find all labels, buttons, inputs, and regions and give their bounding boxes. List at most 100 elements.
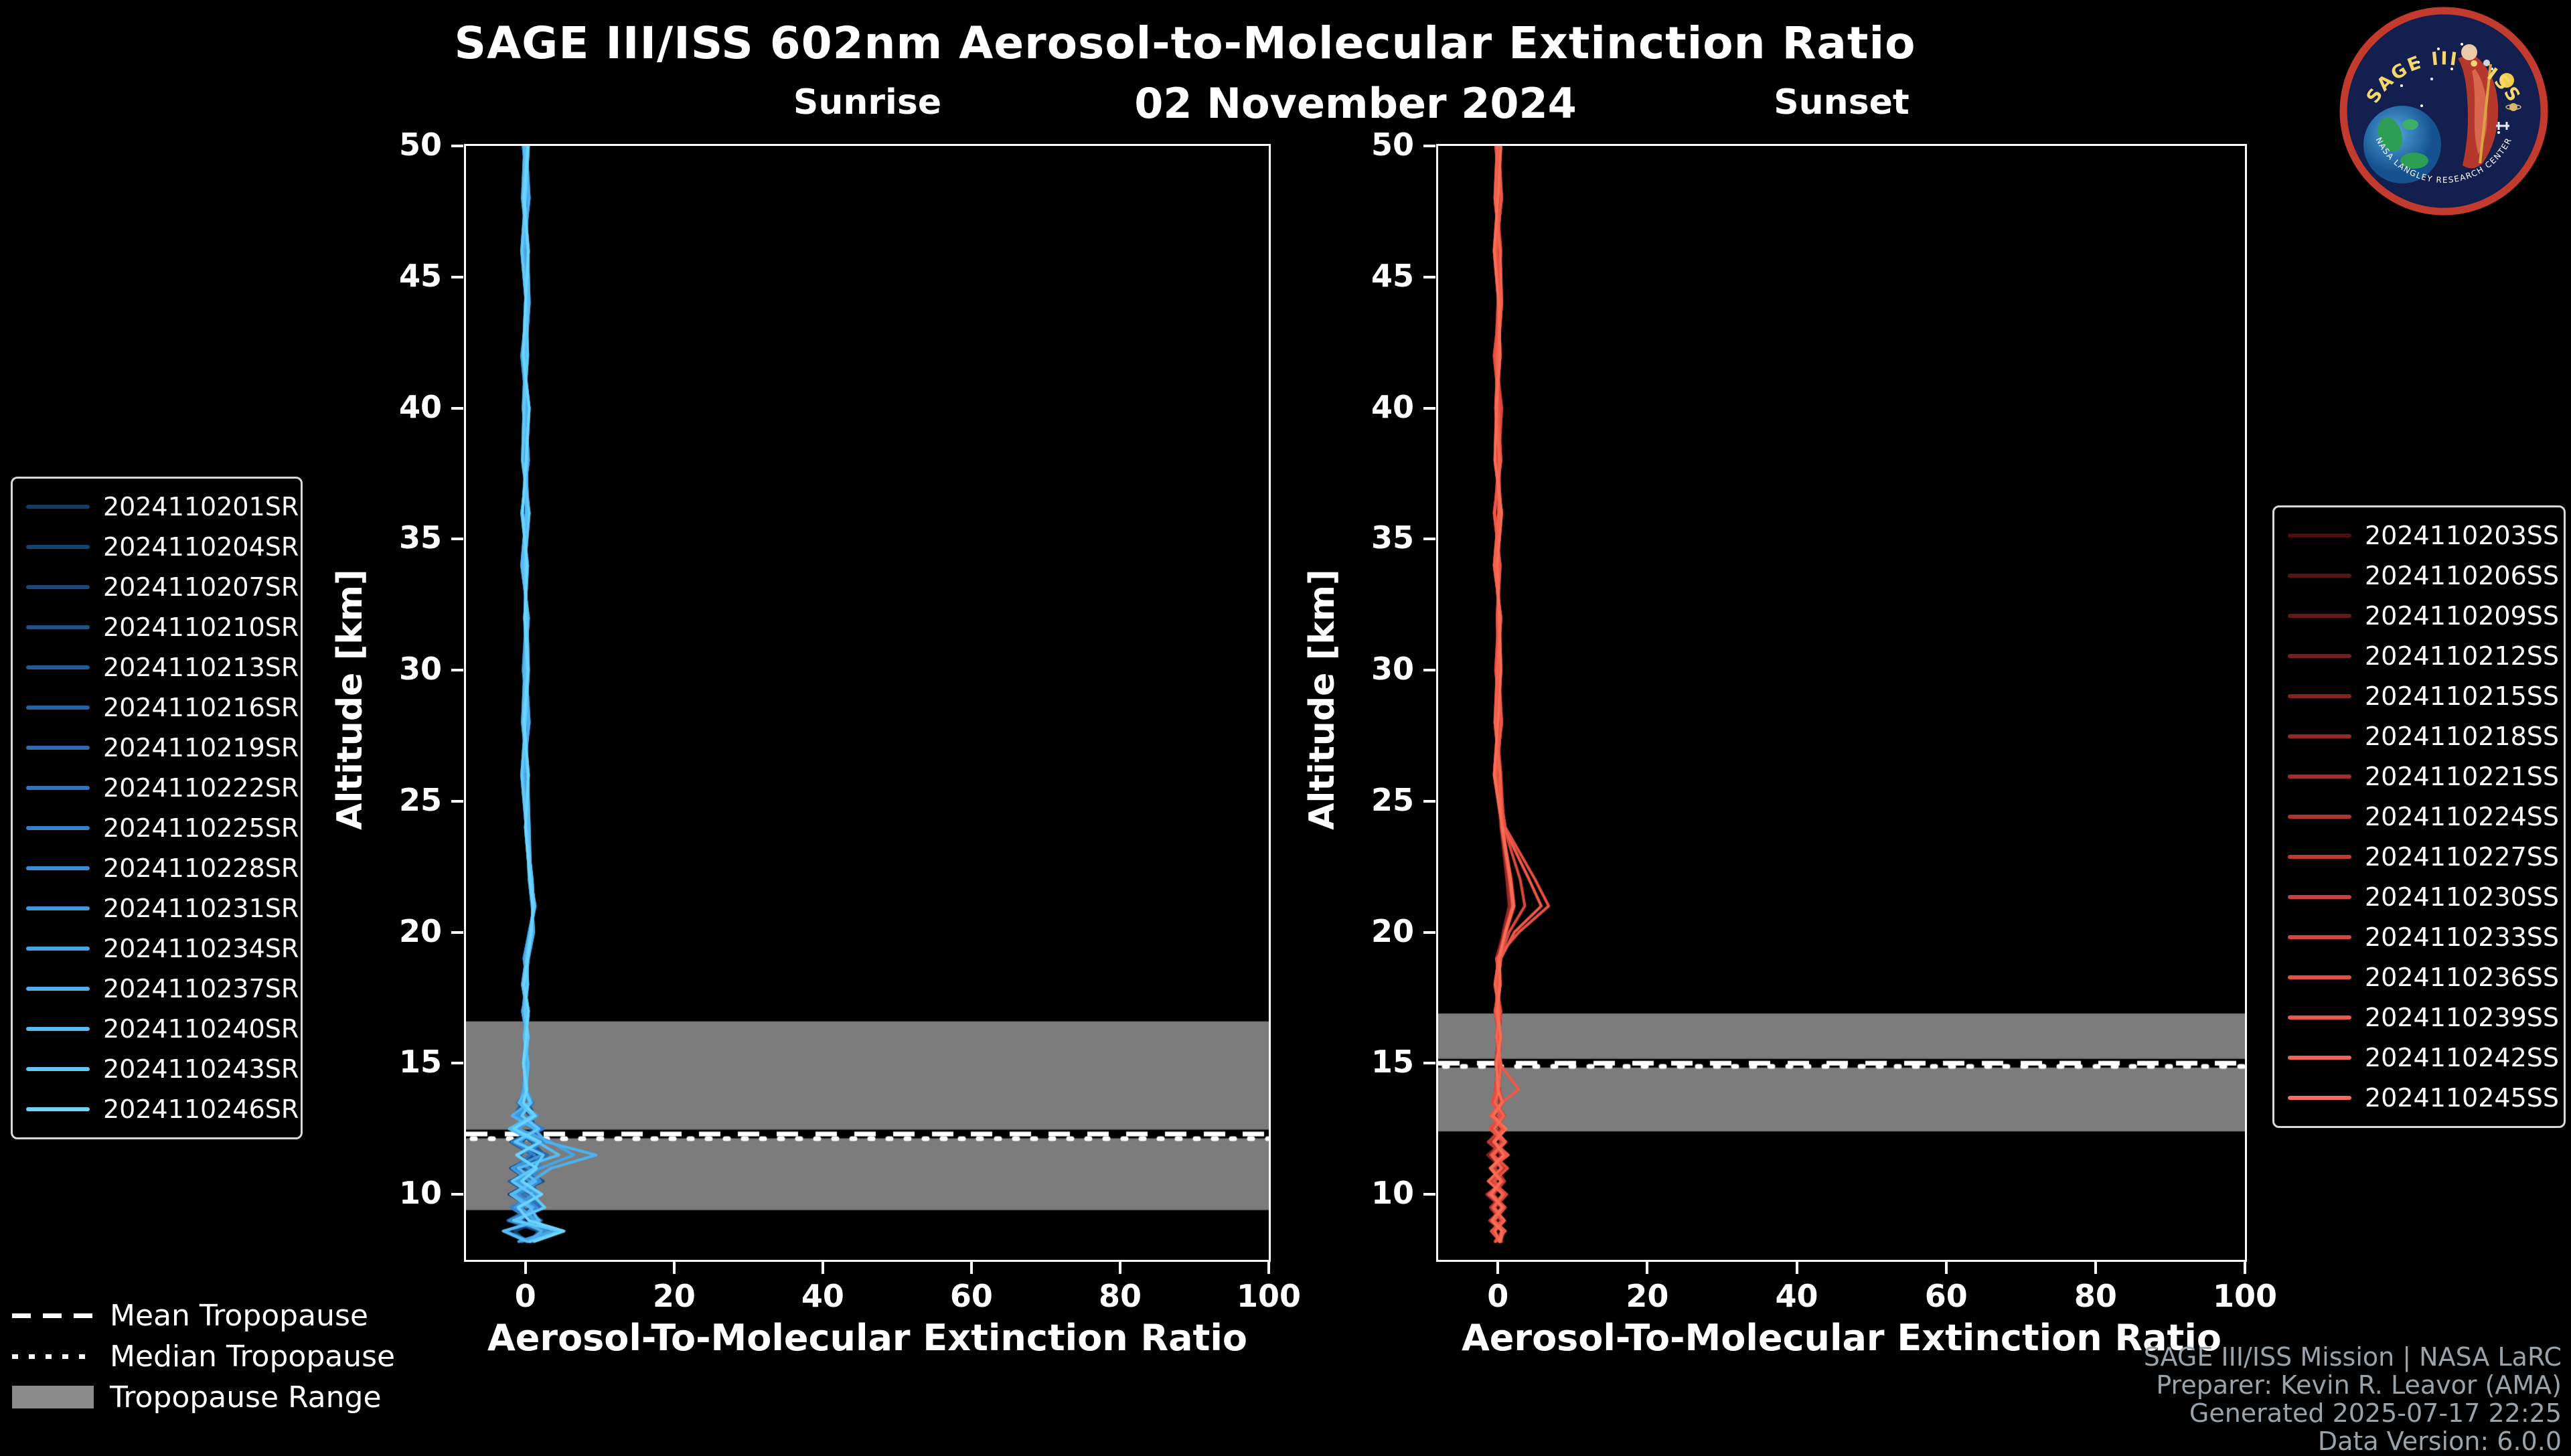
legend-item: 2024110234SR	[13, 928, 301, 969]
legend-line-swatch	[26, 545, 90, 549]
tropopause-range-legend-item: Tropopause Range	[12, 1380, 395, 1414]
y-tick-label: 10	[398, 1175, 442, 1212]
legend-item: 2024110207SR	[13, 567, 301, 607]
dotted-line-swatch	[12, 1354, 94, 1359]
y-tick-label: 50	[1371, 127, 1414, 163]
legend-line-swatch	[26, 866, 90, 870]
gray-band-swatch	[12, 1386, 94, 1408]
y-tick-label: 35	[398, 519, 442, 556]
x-tick-label: 100	[1236, 1278, 1302, 1314]
legend-item: 2024110246SR	[13, 1089, 301, 1129]
median-tropopause-label: Median Tropopause	[110, 1339, 396, 1374]
y-tick-mark	[1423, 275, 1435, 278]
y-tick-label: 35	[1371, 519, 1414, 556]
legend-item: 2024110243SR	[13, 1049, 301, 1089]
legend-event-label: 2024110233SS	[2365, 922, 2560, 952]
y-tick-mark	[451, 669, 463, 672]
legend-line-swatch	[2288, 654, 2351, 658]
y-tick-mark	[1423, 1062, 1435, 1065]
x-tick-mark	[1795, 1262, 1798, 1274]
legend-event-label: 2024110210SR	[103, 613, 299, 642]
legend-item: 2024110242SS	[2274, 1038, 2564, 1078]
sunset-events-legend: 2024110203SS 2024110206SS 2024110209SS 2024…	[2272, 505, 2566, 1128]
y-tick-mark	[451, 1193, 463, 1196]
mean-tropopause-legend-item: Mean Tropopause	[12, 1299, 395, 1333]
legend-line-swatch	[26, 1107, 90, 1111]
x-tick-mark	[821, 1262, 824, 1274]
legend-event-label: 2024110228SR	[103, 854, 299, 883]
iss-icon	[2496, 122, 2509, 130]
x-tick-label: 80	[1098, 1278, 1142, 1314]
legend-event-label: 2024110209SS	[2365, 601, 2560, 631]
sunset-profiles-canvas	[1438, 146, 2245, 1260]
legend-line-swatch	[26, 906, 90, 910]
legend-event-label: 2024110225SR	[103, 813, 299, 843]
sunrise-plot-area: 0 20 40 60 80 100 10 15 20 25 30 35 40 45 50	[399, 127, 1301, 1314]
x-tick-mark	[1646, 1262, 1649, 1274]
legend-item: 2024110230SS	[2274, 877, 2564, 917]
sunrise-profiles-canvas	[466, 146, 1269, 1260]
legend-line-swatch	[26, 625, 90, 629]
credits: SAGE III/ISS Mission | NASA LaRC Prepare…	[2144, 1343, 2562, 1455]
x-tick-label: 60	[949, 1278, 993, 1314]
legend-item: 2024110216SR	[13, 687, 301, 728]
legend-event-label: 2024110203SS	[2365, 521, 2560, 550]
x-tick-mark	[1118, 1262, 1121, 1274]
y-tick-label: 25	[398, 781, 442, 818]
legend-item: 2024110213SR	[13, 647, 301, 687]
legend-line-swatch	[2288, 975, 2351, 979]
y-tick-label: 30	[398, 651, 442, 687]
legend-event-label: 2024110215SS	[2365, 681, 2560, 711]
y-tick-mark	[1423, 406, 1435, 410]
legend-event-label: 2024110246SR	[103, 1095, 299, 1124]
y-tick-label: 30	[1371, 651, 1414, 687]
x-tick-label: 20	[1626, 1278, 1669, 1314]
legend-event-label: 2024110216SR	[103, 693, 299, 722]
y-tick-mark	[451, 538, 463, 541]
y-tick-mark	[451, 1062, 463, 1065]
legend-line-swatch	[26, 786, 90, 790]
median-tropopause-legend-item: Median Tropopause	[12, 1339, 396, 1374]
sunset-panel: Sunset Altitude [km] 0 20 40 60 80 100 10 15 20 2…	[1302, 82, 2277, 1359]
y-tick-mark	[451, 931, 463, 934]
legend-line-swatch	[2288, 1056, 2351, 1060]
legend-item: 2024110236SS	[2274, 957, 2564, 997]
legend-line-swatch	[26, 1027, 90, 1031]
legend-item: 2024110239SS	[2274, 997, 2564, 1038]
legend-line-swatch	[2288, 1096, 2351, 1100]
x-tick-mark	[672, 1262, 676, 1274]
x-tick-mark	[2094, 1262, 2097, 1274]
sunrise-events-legend: 2024110201SR 2024110204SR 2024110207SR 2024…	[11, 477, 303, 1139]
page-title: SAGE III/ISS 602nm Aerosol-to-Molecular …	[454, 17, 1916, 69]
y-tick-label: 20	[398, 912, 442, 949]
legend-event-label: 2024110219SR	[103, 733, 299, 762]
y-tick-mark	[451, 145, 463, 147]
legend-item: 2024110203SS	[2274, 515, 2564, 556]
legend-event-label: 2024110245SS	[2365, 1083, 2560, 1113]
x-tick-label: 40	[801, 1278, 844, 1314]
y-tick-mark	[1423, 1193, 1435, 1196]
legend-event-label: 2024110212SS	[2365, 641, 2560, 671]
y-tick-label: 25	[1371, 781, 1414, 818]
legend-line-swatch	[26, 706, 90, 710]
legend-line-swatch	[26, 746, 90, 750]
legend-line-swatch	[2288, 895, 2351, 899]
sage-figure-icon	[2458, 44, 2499, 169]
tropopause-range-label: Tropopause Range	[110, 1380, 382, 1414]
y-tick-mark	[1423, 145, 1435, 147]
legend-line-swatch	[26, 826, 90, 830]
credit-generated: Generated 2025-07-17 22:25	[2189, 1398, 2562, 1428]
patch-red-ring	[2339, 7, 2548, 216]
legend-line-swatch	[26, 1067, 90, 1071]
x-tick-label: 20	[652, 1278, 696, 1314]
legend-event-label: 2024110213SR	[103, 653, 299, 682]
y-tick-label: 15	[398, 1044, 442, 1080]
legend-item: 2024110224SS	[2274, 797, 2564, 837]
y-tick-label: 20	[1371, 912, 1414, 949]
y-tick-mark	[451, 799, 463, 803]
legend-event-label: 2024110242SS	[2365, 1043, 2560, 1072]
x-tick-mark	[1496, 1262, 1500, 1274]
mission-patch-graphic: SAGE III • ISS NASA LANGLEY RESEARCH CEN…	[2339, 7, 2548, 216]
legend-line-swatch	[26, 947, 90, 951]
y-tick-label: 40	[1371, 388, 1414, 425]
